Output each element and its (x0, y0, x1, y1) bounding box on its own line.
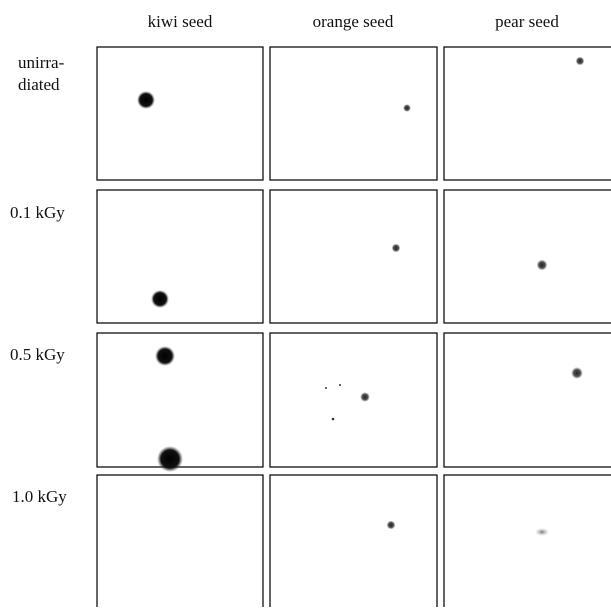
panel (270, 47, 437, 180)
page: {"column_headers": ["kiwi seed", "orange… (0, 0, 611, 607)
panel (444, 190, 611, 323)
spot (360, 392, 370, 402)
column-header: pear seed (495, 12, 559, 31)
row-label: 0.5 kGy (10, 345, 65, 364)
panel (97, 190, 263, 323)
panel (444, 333, 611, 467)
panel (444, 475, 611, 607)
panel (97, 475, 263, 607)
column-header: kiwi seed (148, 12, 213, 31)
row-label: 1.0 kGy (12, 487, 67, 506)
panels (97, 47, 611, 607)
spot (571, 367, 583, 379)
panel (270, 475, 437, 607)
spot (137, 91, 155, 109)
spot (151, 290, 169, 308)
row-label: unirra- (18, 53, 65, 72)
row-label: 0.1 kGy (10, 203, 65, 222)
spot (387, 521, 396, 530)
panel (270, 190, 437, 323)
spot (537, 260, 548, 271)
spot (403, 104, 411, 112)
speck (339, 384, 341, 386)
spot (576, 57, 585, 66)
spot (155, 346, 175, 366)
speck (332, 418, 335, 421)
panel (97, 333, 263, 467)
panel (97, 47, 263, 180)
spot (157, 446, 183, 472)
spot (392, 244, 401, 253)
figure: kiwi seed orange seed pear seed unirra- … (0, 0, 611, 607)
speck (325, 387, 327, 389)
spot (535, 528, 549, 536)
panel (444, 47, 611, 180)
column-header: orange seed (313, 12, 394, 31)
row-label: diated (18, 75, 60, 94)
panel (270, 333, 437, 467)
